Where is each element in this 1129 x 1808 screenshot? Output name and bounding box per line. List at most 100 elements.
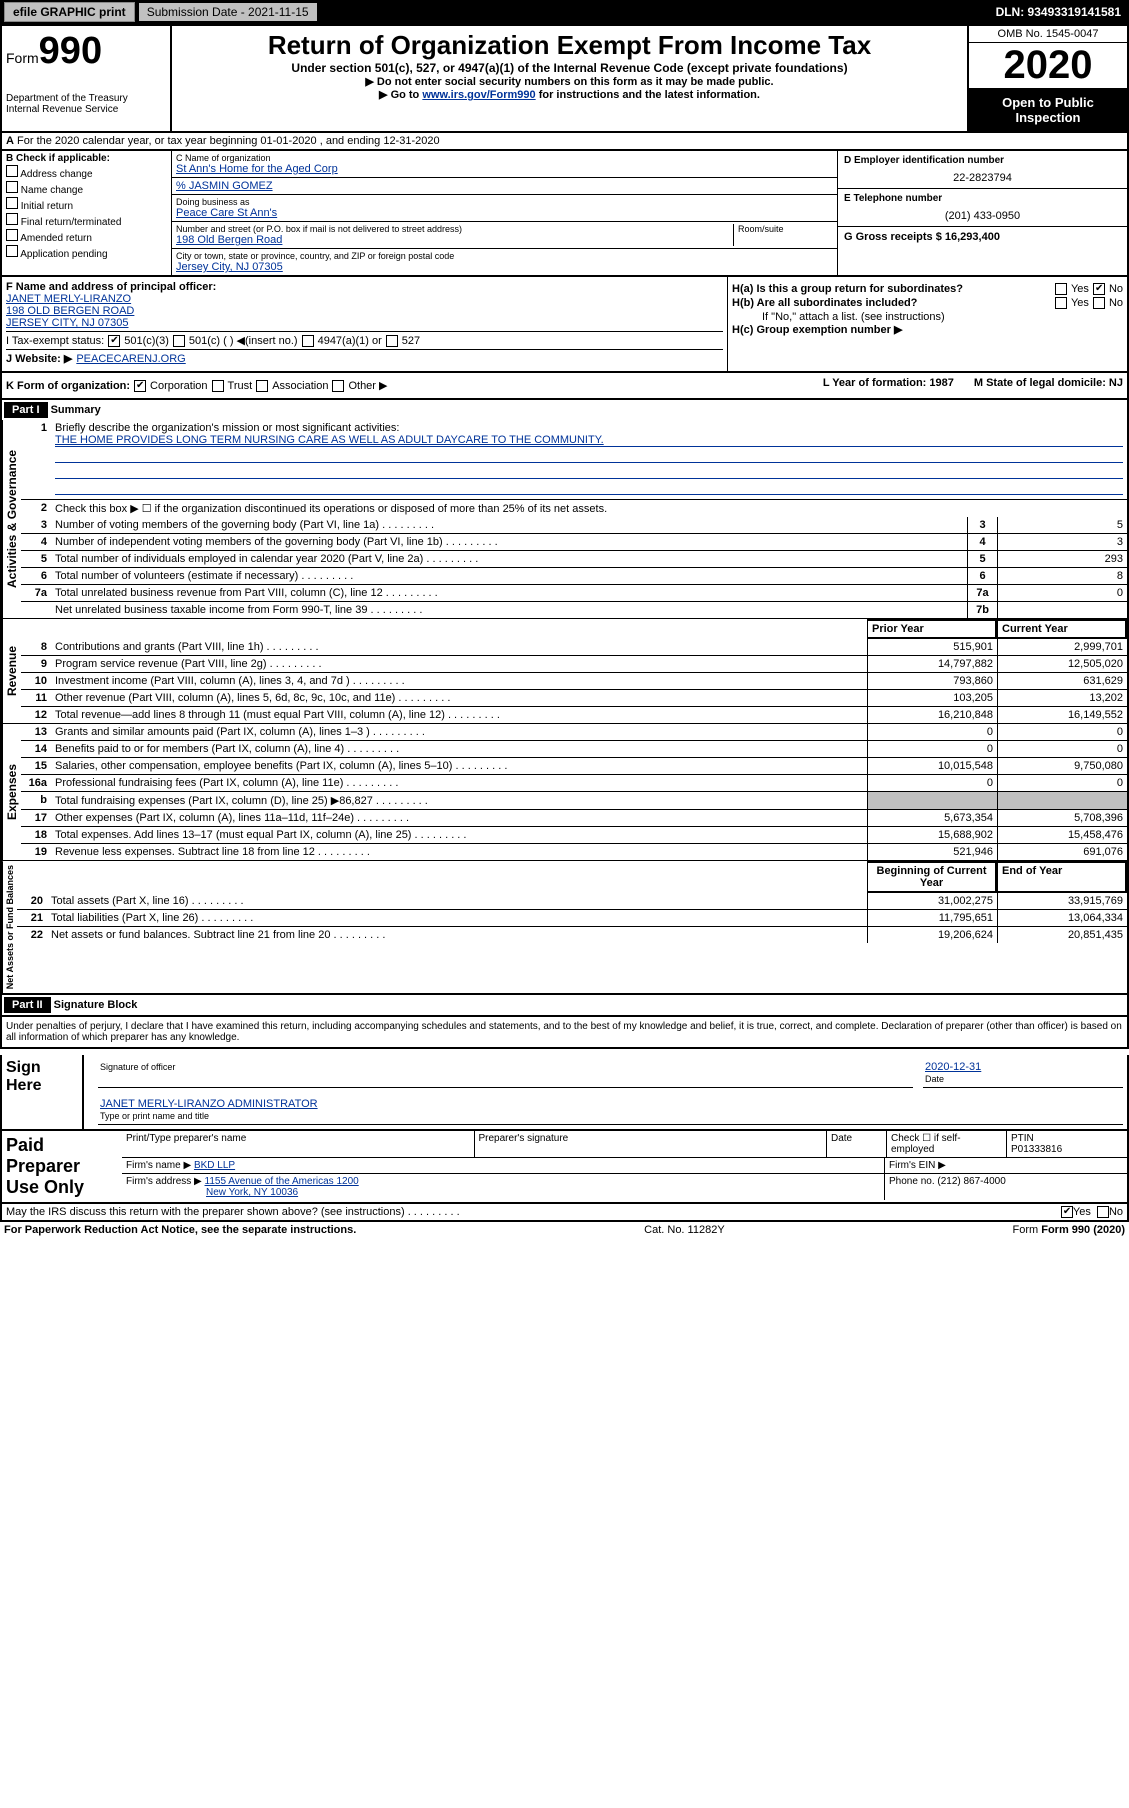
street-address: 198 Old Bergen Road bbox=[176, 234, 733, 246]
section-b-to-g: B Check if applicable: Address change Na… bbox=[0, 151, 1129, 277]
ptin-label: PTIN bbox=[1011, 1133, 1034, 1144]
officer-name: JANET MERLY-LIRANZO bbox=[6, 293, 723, 305]
website-value[interactable]: PEACECARENJ.ORG bbox=[76, 353, 185, 365]
l-year-formation: L Year of formation: 1987 bbox=[823, 377, 954, 389]
irs-label: Internal Revenue Service bbox=[6, 104, 166, 115]
firm-name-label: Firm's name ▶ bbox=[126, 1160, 191, 1171]
summary-line: 12Total revenue—add lines 8 through 11 (… bbox=[21, 706, 1127, 723]
room-label: Room/suite bbox=[733, 224, 833, 246]
checkbox-501c3[interactable] bbox=[108, 335, 120, 347]
ein-label: D Employer identification number bbox=[844, 155, 1121, 166]
paid-preparer-label: Paid Preparer Use Only bbox=[2, 1131, 122, 1202]
tax-year: 2020 bbox=[969, 43, 1127, 89]
firm-addr-label: Firm's address ▶ bbox=[126, 1176, 202, 1187]
summary-line: 10Investment income (Part VIII, column (… bbox=[21, 672, 1127, 689]
officer-signature-line[interactable]: Signature of officer bbox=[98, 1059, 913, 1088]
hb-note: If "No," attach a list. (see instruction… bbox=[762, 311, 1123, 323]
part-ii: Part II Signature Block bbox=[0, 995, 1129, 1017]
discuss-yes[interactable] bbox=[1061, 1206, 1073, 1218]
q2-label: Check this box ▶ ☐ if the organization d… bbox=[51, 500, 1127, 517]
sign-here-label: Sign Here bbox=[2, 1055, 82, 1129]
firm-name: BKD LLP bbox=[194, 1160, 235, 1171]
org-name: St Ann's Home for the Aged Corp bbox=[176, 163, 833, 175]
page-footer: For Paperwork Reduction Act Notice, see … bbox=[0, 1222, 1129, 1238]
form-number: 990 bbox=[39, 30, 102, 72]
k-corp[interactable] bbox=[134, 380, 146, 392]
part2-title: Signature Block bbox=[54, 999, 138, 1011]
checkbox-527[interactable] bbox=[386, 335, 398, 347]
vtab-governance: Activities & Governance bbox=[2, 420, 21, 618]
summary-line: 13Grants and similar amounts paid (Part … bbox=[21, 724, 1127, 740]
k-assoc[interactable] bbox=[256, 380, 268, 392]
checkbox-final-return[interactable] bbox=[6, 213, 18, 225]
row-a-tax-year: A For the 2020 calendar year, or tax yea… bbox=[0, 133, 1129, 151]
ha-label: H(a) Is this a group return for subordin… bbox=[732, 283, 1051, 295]
hb-no[interactable] bbox=[1093, 297, 1105, 309]
firm-addr2: New York, NY 10036 bbox=[206, 1187, 298, 1198]
current-year-hdr: Current Year bbox=[997, 619, 1127, 639]
beg-year-hdr: Beginning of Current Year bbox=[867, 861, 997, 893]
street-label: Number and street (or P.O. box if mail i… bbox=[176, 224, 733, 234]
discuss-label: May the IRS discuss this return with the… bbox=[6, 1206, 1061, 1218]
k-trust[interactable] bbox=[212, 380, 224, 392]
dba-name: Peace Care St Ann's bbox=[176, 207, 833, 219]
ha-yes[interactable] bbox=[1055, 283, 1067, 295]
summary-line: 8Contributions and grants (Part VIII, li… bbox=[21, 639, 1127, 655]
org-name-label: C Name of organization bbox=[176, 153, 833, 163]
tax-exempt-label: I Tax-exempt status: bbox=[6, 335, 104, 347]
city-label: City or town, state or province, country… bbox=[176, 251, 833, 261]
col-b-checkboxes: B Check if applicable: Address change Na… bbox=[2, 151, 172, 275]
officer-label: F Name and address of principal officer: bbox=[6, 281, 216, 293]
prep-sig-label: Preparer's signature bbox=[475, 1131, 828, 1157]
goto-post: for instructions and the latest informat… bbox=[536, 89, 760, 101]
form-title: Return of Organization Exempt From Incom… bbox=[176, 30, 963, 61]
dept-treasury: Department of the Treasury bbox=[6, 93, 166, 104]
efile-print-button[interactable]: efile GRAPHIC print bbox=[4, 2, 135, 22]
hb-yes[interactable] bbox=[1055, 297, 1067, 309]
checkbox-address-change[interactable] bbox=[6, 165, 18, 177]
col-d-to-g: D Employer identification number 22-28237… bbox=[837, 151, 1127, 275]
city-state-zip: Jersey City, NJ 07305 bbox=[176, 261, 833, 273]
checkbox-name-change[interactable] bbox=[6, 181, 18, 193]
checkbox-initial-return[interactable] bbox=[6, 197, 18, 209]
signature-declaration: Under penalties of perjury, I declare th… bbox=[0, 1017, 1129, 1049]
vtab-balances: Net Assets or Fund Balances bbox=[2, 861, 17, 993]
ein-value: 22-2823794 bbox=[844, 172, 1121, 184]
summary-line: Net unrelated business taxable income fr… bbox=[21, 601, 1127, 618]
k-other[interactable] bbox=[332, 380, 344, 392]
summary-line: 15Salaries, other compensation, employee… bbox=[21, 757, 1127, 774]
checkbox-501c[interactable] bbox=[173, 335, 185, 347]
phone-label: E Telephone number bbox=[844, 193, 1121, 204]
officer-name-title: JANET MERLY-LIRANZO ADMINISTRATOR bbox=[100, 1098, 318, 1110]
summary-line: 21Total liabilities (Part X, line 26)11,… bbox=[17, 909, 1127, 926]
public-inspection: Open to Public Inspection bbox=[969, 89, 1127, 131]
sig-date: 2020-12-31 bbox=[925, 1061, 981, 1073]
checkbox-4947[interactable] bbox=[302, 335, 314, 347]
q1-label: Briefly describe the organization's miss… bbox=[55, 422, 399, 434]
row-k-to-m: K Form of organization: Corporation Trus… bbox=[0, 373, 1129, 400]
summary-line: 14Benefits paid to or for members (Part … bbox=[21, 740, 1127, 757]
summary-line: 22Net assets or fund balances. Subtract … bbox=[17, 926, 1127, 943]
gross-receipts: G Gross receipts $ 16,293,400 bbox=[844, 231, 1000, 243]
section-f-to-j: F Name and address of principal officer:… bbox=[0, 277, 1129, 373]
summary-line: 19Revenue less expenses. Subtract line 1… bbox=[21, 843, 1127, 860]
checkbox-application-pending[interactable] bbox=[6, 245, 18, 257]
dba-label: Doing business as bbox=[176, 197, 833, 207]
summary-line: bTotal fundraising expenses (Part IX, co… bbox=[21, 791, 1127, 809]
care-of: % JASMIN GOMEZ bbox=[176, 180, 833, 192]
prep-name-label: Print/Type preparer's name bbox=[122, 1131, 475, 1157]
form-label: Form bbox=[6, 50, 39, 66]
self-employed-check[interactable]: Check ☐ if self-employed bbox=[887, 1131, 1007, 1157]
col-c-org-info: C Name of organizationSt Ann's Home for … bbox=[172, 151, 837, 275]
vtab-revenue: Revenue bbox=[2, 619, 21, 723]
ha-no[interactable] bbox=[1093, 283, 1105, 295]
checkbox-amended[interactable] bbox=[6, 229, 18, 241]
officer-addr1: 198 OLD BERGEN ROAD bbox=[6, 305, 723, 317]
submission-date: Submission Date - 2021-11-15 bbox=[139, 3, 317, 21]
form-footer: Form 990 (2020) bbox=[1041, 1224, 1125, 1236]
summary-line: 18Total expenses. Add lines 13–17 (must … bbox=[21, 826, 1127, 843]
prep-date-label: Date bbox=[827, 1131, 887, 1157]
website-label: J Website: ▶ bbox=[6, 352, 72, 365]
discuss-no[interactable] bbox=[1097, 1206, 1109, 1218]
irs-link[interactable]: www.irs.gov/Form990 bbox=[422, 89, 535, 101]
